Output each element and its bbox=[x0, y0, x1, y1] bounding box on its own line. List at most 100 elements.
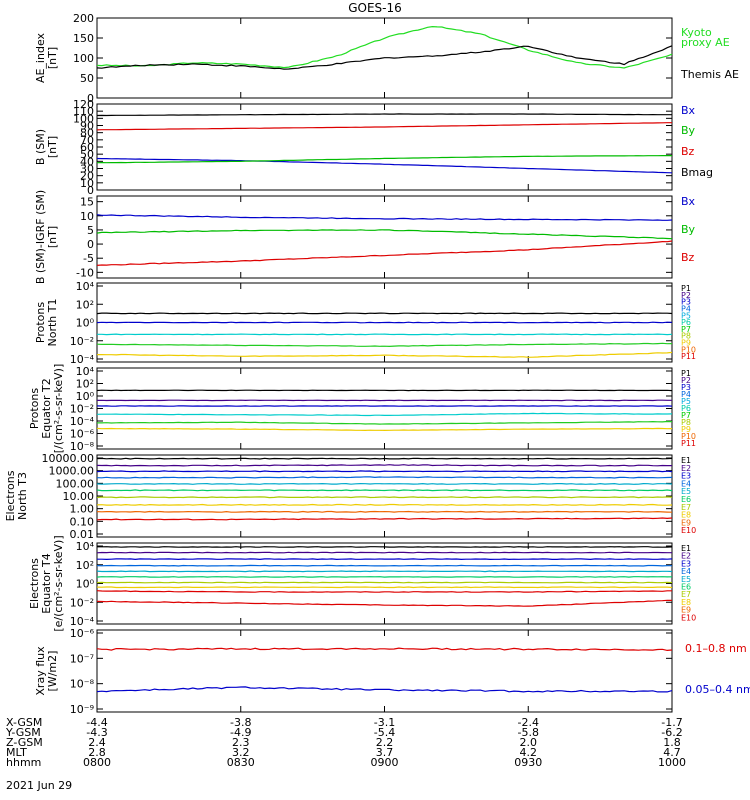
legend-entry: E9 bbox=[681, 606, 691, 615]
series-line bbox=[96, 470, 673, 473]
y-tick-label: 10⁻⁹ bbox=[70, 703, 94, 716]
legend-entry: P11 bbox=[681, 439, 696, 448]
series-line bbox=[96, 489, 673, 492]
y-tick-label: 15 bbox=[80, 196, 94, 209]
y-tick-label: 50 bbox=[80, 148, 94, 161]
y-tick-label: 10⁻² bbox=[70, 596, 94, 609]
legend-entry: Bx bbox=[681, 195, 696, 208]
legend-entry: P3 bbox=[681, 383, 691, 392]
y-axis-title: Equator T2 bbox=[40, 378, 53, 438]
y-tick-label: 10⁴ bbox=[76, 280, 95, 293]
y-tick-label: 70 bbox=[80, 134, 94, 147]
footer-value: 2.4 bbox=[88, 736, 106, 749]
legend-entry: E7 bbox=[681, 590, 691, 599]
series-line bbox=[96, 570, 673, 573]
footer-value: -5.4 bbox=[374, 726, 395, 739]
series-line bbox=[96, 482, 673, 485]
y-tick-label: 60 bbox=[80, 141, 94, 154]
series-line bbox=[96, 45, 673, 70]
plot-frame bbox=[96, 542, 673, 625]
footer-value: 4.2 bbox=[520, 746, 538, 759]
y-tick-label: 20 bbox=[80, 170, 94, 183]
series-line bbox=[96, 647, 673, 652]
y-tick-label: 0 bbox=[87, 238, 94, 251]
series-line bbox=[96, 155, 672, 164]
date-label: 2021 Jun 29 bbox=[6, 779, 73, 792]
legend-entry: P7 bbox=[681, 411, 691, 420]
y-tick-label: 10⁻⁶ bbox=[70, 428, 95, 441]
legend-entry: Bmag bbox=[681, 166, 713, 179]
series-line bbox=[96, 113, 672, 117]
y-tick-label: 10⁻⁶ bbox=[70, 627, 95, 640]
legend-entry: E1 bbox=[681, 544, 691, 553]
legend-entry: E3 bbox=[681, 472, 691, 481]
y-tick-label: 10.00 bbox=[63, 490, 95, 503]
legend-entry: E4 bbox=[681, 567, 691, 576]
series-line bbox=[97, 558, 673, 561]
legend-entry: P10 bbox=[681, 432, 696, 441]
series-line bbox=[96, 240, 673, 266]
footer-value: 2.8 bbox=[88, 746, 106, 759]
footer-value: -6.2 bbox=[661, 726, 682, 739]
y-tick-label: 100.00 bbox=[56, 477, 95, 490]
series-line bbox=[96, 122, 672, 131]
legend-entry: P2 bbox=[681, 291, 691, 300]
y-tick-label: 10² bbox=[76, 378, 94, 391]
legend-entry: E8 bbox=[681, 511, 691, 520]
y-axis-title: [nT] bbox=[46, 226, 59, 248]
plot-frame bbox=[96, 367, 673, 450]
y-axis-title: Electrons bbox=[4, 470, 17, 521]
legend-entry: Bz bbox=[681, 251, 695, 264]
plot-frame bbox=[96, 103, 673, 191]
y-tick-label: 0.10 bbox=[70, 515, 95, 528]
y-tick-label: 10⁰ bbox=[76, 578, 95, 591]
legend-entry: E6 bbox=[681, 495, 691, 504]
legend-entry: P6 bbox=[681, 318, 691, 327]
plot-frame bbox=[96, 195, 673, 279]
legend-entry: E2 bbox=[681, 552, 691, 561]
series-line bbox=[96, 229, 673, 240]
footer-value: 1.8 bbox=[663, 736, 681, 749]
series-line bbox=[96, 464, 672, 467]
series-line bbox=[96, 412, 673, 417]
y-tick-label: 10² bbox=[76, 298, 94, 311]
y-tick-label: 80 bbox=[80, 127, 94, 140]
footer-value: -4.4 bbox=[86, 716, 107, 729]
y-tick-label: 110 bbox=[73, 105, 94, 118]
legend-entry: E8 bbox=[681, 598, 691, 607]
legend-entry: By bbox=[681, 223, 696, 236]
footer-row-label: Y-GSM bbox=[5, 726, 41, 739]
legend-entry: E10 bbox=[681, 526, 696, 535]
y-tick-label: 5 bbox=[87, 224, 94, 237]
legend-entry: P3 bbox=[681, 298, 691, 307]
y-tick-label: 100 bbox=[73, 52, 94, 65]
y-tick-label: 10⁰ bbox=[76, 390, 95, 403]
legend-entry: P6 bbox=[681, 404, 691, 413]
series-line bbox=[96, 599, 673, 607]
legend-entry: 0.05–0.4 nm bbox=[685, 683, 750, 696]
legend-entry: P7 bbox=[681, 325, 691, 334]
footer-value: -4.9 bbox=[230, 726, 251, 739]
legend-entry: P5 bbox=[681, 397, 691, 406]
series-line bbox=[96, 551, 672, 554]
y-tick-label: 10⁰ bbox=[76, 317, 95, 330]
panel-4: 10⁴ 10² 10⁰ 10⁻² 10⁻⁴ Protons North T1 P1P2P3P4… bbox=[34, 280, 696, 366]
legend-entry: 0.1–0.8 nm bbox=[685, 642, 747, 655]
panel-7: 10⁴ 10² 10⁰ 10⁻² 10⁻⁴ Electrons Equator T4 [e/(… bbox=[28, 535, 696, 631]
footer-value: 2.0 bbox=[520, 736, 538, 749]
legend-entry: E5 bbox=[681, 487, 691, 496]
legend-entry: E6 bbox=[681, 583, 691, 592]
footer-value: -1.7 bbox=[661, 716, 682, 729]
series-line bbox=[96, 214, 673, 221]
series-line bbox=[96, 581, 673, 584]
y-tick-label: 0 bbox=[87, 92, 94, 105]
y-tick-label: 90 bbox=[80, 120, 94, 133]
legend-entry: E10 bbox=[681, 613, 696, 622]
footer-value: 1000 bbox=[658, 756, 686, 769]
footer-row-label: hhmm bbox=[6, 756, 41, 769]
legend-entry: E3 bbox=[681, 559, 691, 568]
series-line bbox=[96, 496, 673, 499]
footer-value: -4.3 bbox=[86, 726, 107, 739]
y-tick-label: 1000.00 bbox=[49, 465, 95, 478]
